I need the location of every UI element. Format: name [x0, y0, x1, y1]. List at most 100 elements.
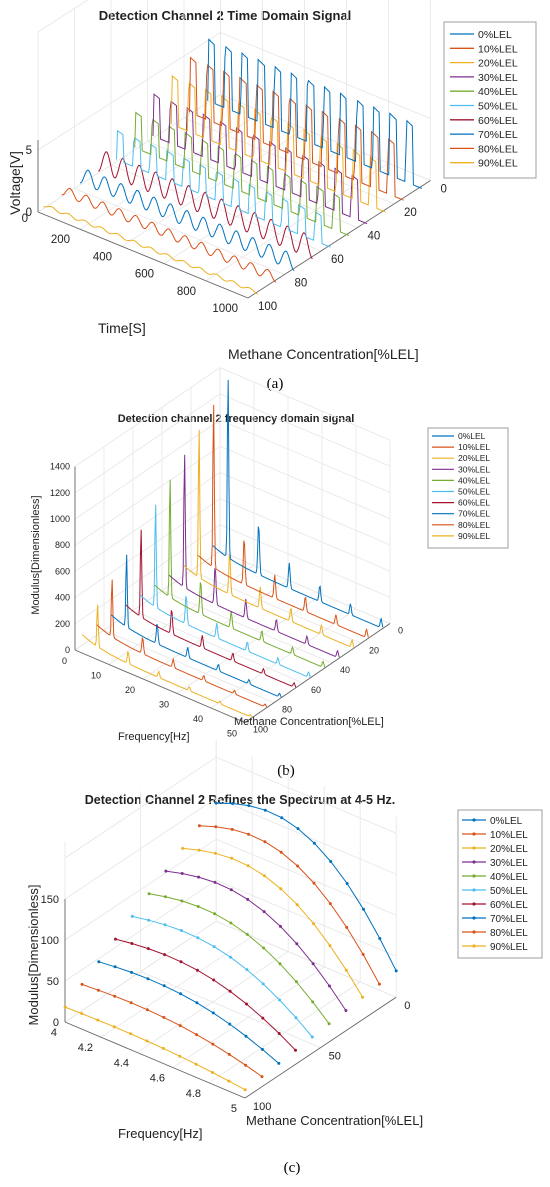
series-point [130, 942, 134, 945]
grid-line [64, 797, 217, 900]
series-point [162, 984, 166, 988]
y-tick-label: 0 [398, 626, 403, 636]
y-tick-label: 100 [258, 301, 277, 313]
legend-marker [472, 860, 476, 864]
legend-label: 10%LEL [478, 43, 518, 55]
series-point [377, 982, 381, 986]
series-point [278, 924, 282, 928]
y-axis-line [244, 623, 391, 723]
series-point [345, 882, 349, 885]
grid-line [219, 472, 391, 546]
series-line [125, 529, 297, 688]
series-point [197, 875, 201, 879]
series-point [312, 841, 316, 845]
series-point [229, 955, 232, 959]
legend-label: 20%LEL [490, 844, 528, 855]
series-point [145, 1008, 149, 1012]
grid-line [219, 550, 391, 624]
series-point [161, 1046, 165, 1050]
chart-title-a: Detection Channel 2 Time Domain Signal [99, 8, 352, 23]
series-point [230, 827, 234, 831]
series-point [277, 1061, 281, 1065]
series-point [130, 914, 134, 918]
series-line [212, 379, 384, 628]
x-axis-label: Frequency[Hz] [118, 1126, 203, 1141]
x-tick-label: 600 [135, 269, 154, 281]
grid-line [110, 164, 322, 252]
grid-line [64, 756, 217, 859]
series-point [146, 947, 150, 951]
legend-marker [472, 916, 476, 920]
series-line [183, 429, 355, 648]
caption-c: (c) [284, 1160, 301, 1176]
series-point [261, 1016, 265, 1020]
series-point [230, 856, 234, 860]
series-point [163, 953, 167, 957]
series-point [294, 980, 298, 984]
legend-label: 90%LEL [490, 942, 528, 953]
series-point [243, 1088, 247, 1092]
legend-marker [472, 818, 476, 822]
series-point [214, 801, 218, 805]
series-point [181, 846, 185, 850]
x-tick-label: 30 [159, 700, 169, 710]
series-point [246, 897, 250, 901]
series-point [212, 945, 216, 949]
x-tick-label: 40 [193, 714, 203, 724]
series-line [43, 206, 258, 295]
series-point [164, 869, 168, 873]
legend-box-c [457, 809, 543, 959]
series-point [112, 1025, 116, 1029]
legend-label: 0%LEL [478, 29, 512, 41]
y-axis-line [247, 180, 431, 299]
series-line [149, 893, 330, 1025]
series-line [139, 504, 311, 678]
series-point [178, 1024, 182, 1028]
legend-label: 50%LEL [490, 886, 528, 897]
legend-label: 80%LEL [478, 143, 518, 155]
series-line [81, 604, 253, 718]
series-point [246, 864, 250, 868]
legend-label: 50%LEL [478, 101, 518, 113]
y-axis-label: Methane Concentration[%LEL] [228, 346, 419, 362]
legend-label: 0%LEL [490, 816, 523, 827]
y-tick-label: 0 [441, 184, 447, 196]
caption-b: (b) [277, 763, 295, 779]
series-point [296, 827, 300, 831]
z-axis-label: Modulus[Dimensionless] [30, 495, 42, 614]
grid-line [74, 393, 221, 494]
x-tick-label: 200 [51, 234, 70, 246]
series-point [263, 840, 267, 844]
series-point [196, 905, 200, 908]
series-line [65, 1006, 246, 1091]
series-point [362, 907, 365, 911]
series-point [164, 895, 167, 899]
series-point [80, 982, 84, 986]
grid-line [147, 141, 358, 228]
x-axis-label: Time[S] [98, 320, 146, 336]
series-point [211, 1071, 214, 1074]
x-tick-label: 0 [22, 213, 28, 225]
x-tick-label: 800 [177, 286, 196, 298]
grid-line [37, 94, 221, 213]
legend-label: 70%LEL [490, 914, 528, 925]
series-point [244, 1034, 248, 1038]
series-point [345, 925, 349, 929]
legend-marker [472, 944, 476, 948]
grid-line [103, 629, 275, 704]
series-point [195, 1033, 198, 1037]
z-tick-label: 0 [53, 1017, 59, 1029]
series-point [277, 1032, 281, 1035]
series-point [213, 912, 217, 916]
legend-label: 0%LEL [458, 431, 486, 441]
series-point [227, 1079, 231, 1083]
series-point [328, 944, 332, 948]
grid-line [219, 498, 391, 572]
x-tick-label: 400 [93, 251, 112, 263]
legend-label: 20%LEL [458, 453, 490, 463]
grid-line [64, 838, 217, 941]
series-point [278, 998, 282, 1002]
series-line [216, 802, 397, 972]
legend-label: 70%LEL [458, 509, 490, 519]
grid-line [74, 498, 221, 598]
